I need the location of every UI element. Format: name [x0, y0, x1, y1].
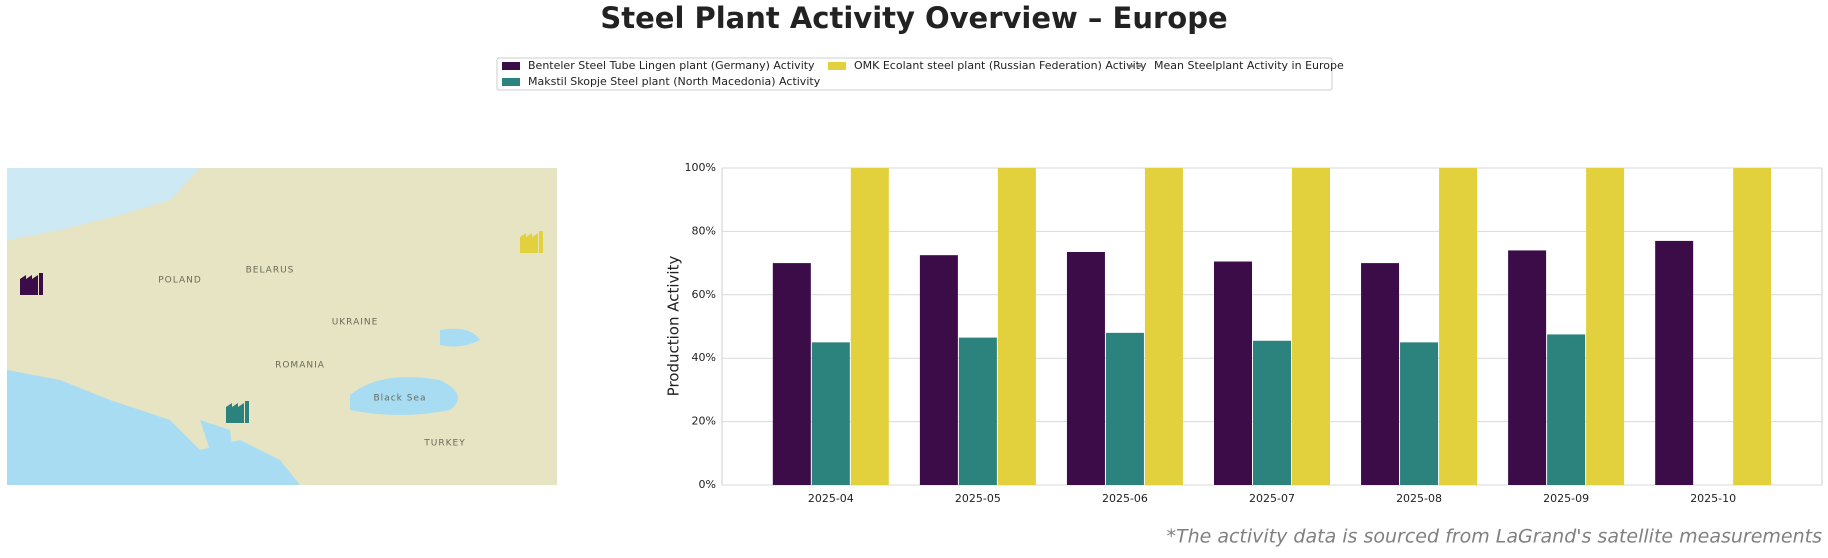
x-tick-label: 2025-04 — [808, 492, 854, 505]
legend-swatch — [502, 62, 520, 70]
legend-swatch — [502, 78, 520, 86]
y-axis-label: Production Activity — [665, 256, 683, 397]
legend-swatch — [828, 62, 846, 70]
plant-marker — [226, 401, 249, 423]
bar — [811, 342, 850, 485]
bar — [1508, 250, 1547, 485]
x-tick-label: 2025-09 — [1543, 492, 1589, 505]
bar — [1361, 263, 1400, 485]
x-tick-label: 2025-06 — [1102, 492, 1148, 505]
bar — [1655, 240, 1694, 485]
bar — [1586, 168, 1625, 485]
chart-title: Steel Plant Activity Overview – Europe — [600, 1, 1227, 35]
bar — [772, 263, 811, 485]
bar — [958, 337, 997, 485]
footnote: *The activity data is sourced from LaGra… — [1166, 526, 1822, 548]
plant-marker — [520, 231, 543, 253]
x-tick-label: 2025-05 — [955, 492, 1001, 505]
map-sea — [440, 328, 480, 347]
bar — [1066, 252, 1105, 485]
bar — [1400, 342, 1439, 485]
map-label: ROMANIA — [275, 361, 325, 371]
map-label: UKRAINE — [332, 318, 379, 328]
legend-label: Mean Steelplant Activity in Europe — [1154, 59, 1344, 72]
bar — [1214, 261, 1252, 485]
y-tick-label: 40% — [692, 351, 716, 364]
legend — [496, 57, 1333, 91]
bar — [1733, 168, 1772, 485]
map-label: POLAND — [158, 276, 202, 286]
plant-marker — [20, 273, 43, 295]
bar — [1439, 168, 1478, 485]
bar — [1105, 332, 1144, 485]
bar — [919, 255, 958, 485]
bar — [850, 168, 889, 485]
y-tick-label: 20% — [692, 415, 716, 428]
map-label: TURKEY — [423, 439, 465, 449]
y-tick-label: 0% — [699, 478, 716, 491]
map — [7, 168, 557, 485]
y-tick-label: 80% — [692, 224, 716, 237]
legend-label: Makstil Skopje Steel plant (North Macedo… — [528, 75, 821, 88]
bar — [997, 168, 1036, 485]
map-sea — [200, 420, 235, 470]
x-tick-label: 2025-08 — [1396, 492, 1442, 505]
bar — [1144, 168, 1183, 485]
map-sea — [7, 168, 200, 240]
map-label: Black Sea — [374, 394, 427, 404]
bar — [1253, 340, 1291, 485]
legend-label: Benteler Steel Tube Lingen plant (German… — [528, 59, 815, 72]
legend-label: OMK Ecolant steel plant (Russian Federat… — [854, 59, 1147, 72]
map-label: BELARUS — [246, 266, 295, 276]
grid — [722, 167, 1822, 486]
x-tick-label: 2025-10 — [1690, 492, 1736, 505]
bar — [1547, 334, 1586, 485]
map-sea — [350, 377, 458, 415]
y-tick-label: 60% — [692, 288, 716, 301]
x-tick-label: 2025-07 — [1249, 492, 1295, 505]
y-tick-label: 100% — [685, 161, 716, 174]
bar — [1292, 168, 1330, 485]
